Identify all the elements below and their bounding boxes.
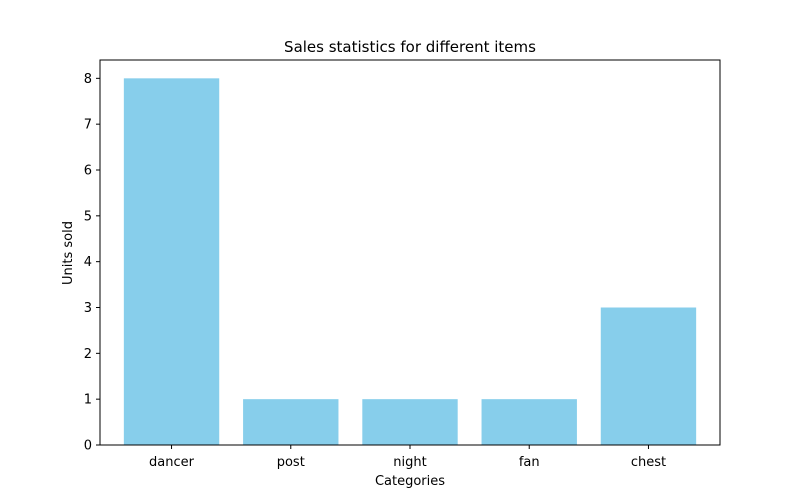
x-axis-ticks: dancer post night fan chest — [149, 445, 666, 470]
y-tick-label-2: 2 — [84, 347, 92, 362]
x-tick-label-dancer: dancer — [149, 455, 195, 470]
bar-chest — [600, 307, 697, 445]
y-tick-label-3: 3 — [84, 301, 92, 316]
y-axis-ticks: 0 1 2 3 4 5 6 7 8 — [84, 72, 100, 454]
x-tick-label-fan: fan — [519, 455, 540, 470]
y-tick-label-0: 0 — [84, 439, 92, 454]
bar-fan — [481, 399, 577, 445]
bar-night — [362, 399, 458, 445]
plot-area: 0 1 2 3 4 5 6 7 8 dancer post night fan chest — [84, 59, 721, 470]
bar-post — [243, 399, 339, 445]
y-tick-label-7: 7 — [84, 118, 92, 133]
y-tick-label-5: 5 — [84, 209, 92, 224]
y-axis-label: Units sold — [61, 221, 76, 285]
y-tick-label-8: 8 — [84, 72, 92, 87]
x-tick-label-post: post — [277, 455, 305, 470]
chart-title: Sales statistics for different items — [284, 38, 536, 56]
y-tick-label-6: 6 — [84, 164, 92, 179]
bars-group — [123, 78, 697, 445]
y-tick-label-4: 4 — [84, 255, 92, 270]
bar-dancer — [123, 78, 220, 445]
x-axis-label: Categories — [375, 474, 445, 489]
x-tick-label-night: night — [393, 455, 426, 470]
y-tick-label-1: 1 — [84, 393, 92, 408]
x-tick-label-chest: chest — [631, 455, 666, 470]
